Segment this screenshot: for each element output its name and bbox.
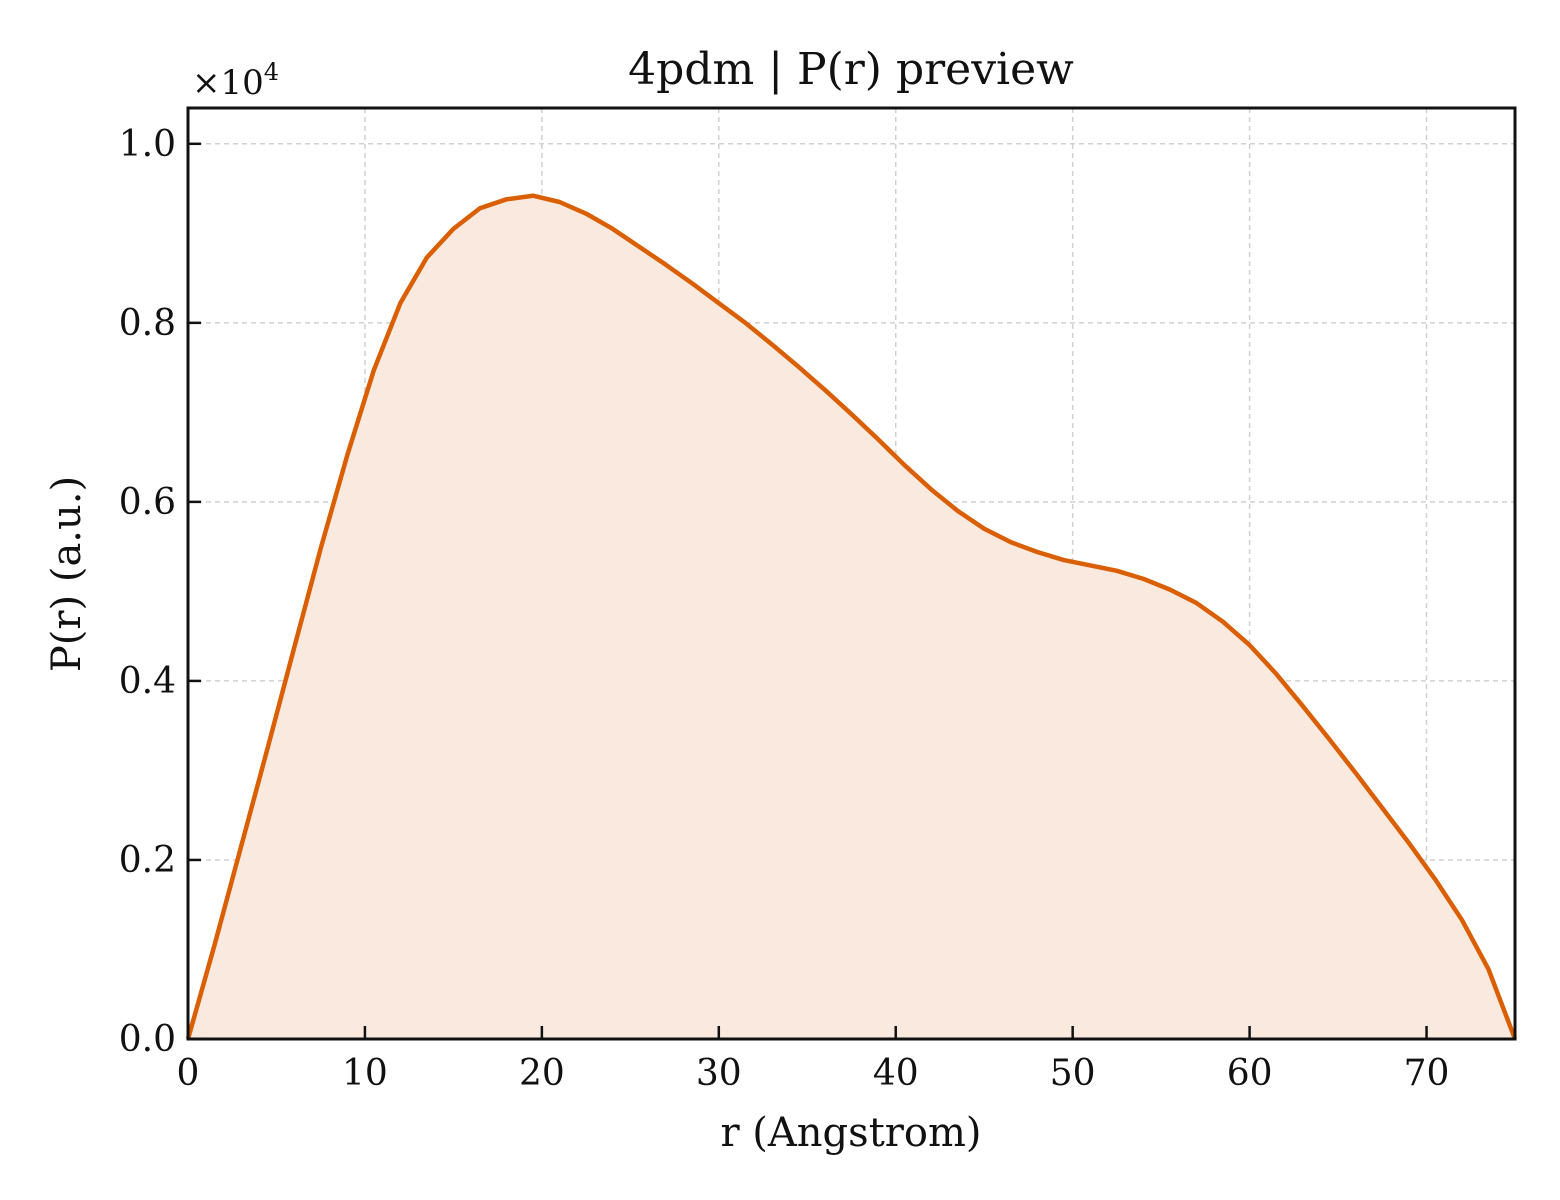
y-axis-label: P(r) (a.u.) <box>44 476 90 672</box>
x-axis-label: r (Angstrom) <box>720 1110 981 1156</box>
y-tick-label: 0.6 <box>119 482 176 523</box>
tick-layer: 0 10 20 30 40 50 60 70 0.0 0.2 0.4 0.6 0.8 1.0 <box>119 124 1450 1094</box>
x-tick-label: 30 <box>696 1053 742 1094</box>
y-tick-label: 0.4 <box>119 661 176 702</box>
x-tick-label: 0 <box>177 1053 200 1094</box>
chart-title: 4pdm | P(r) preview <box>628 44 1074 95</box>
y-tick-label: 0.0 <box>119 1019 176 1060</box>
x-tick-label: 10 <box>342 1053 388 1094</box>
y-tick-label: 0.8 <box>119 303 176 344</box>
x-tick-label: 60 <box>1227 1053 1273 1094</box>
y-axis-multiplier: ×104 <box>192 58 279 103</box>
area-fill <box>188 195 1515 1040</box>
multiplier-base: ×10 <box>192 63 264 103</box>
y-tick-label: 1.0 <box>119 124 176 165</box>
plot-frame <box>186 106 1517 1041</box>
series-line <box>185 193 1518 1040</box>
multiplier-exponent: 4 <box>264 58 279 86</box>
x-tick-label: 70 <box>1404 1053 1450 1094</box>
y-tick-label: 0.2 <box>119 840 176 881</box>
x-tick-label: 40 <box>873 1053 919 1094</box>
x-tick-label: 20 <box>519 1053 565 1094</box>
x-tick-label: 50 <box>1050 1053 1096 1094</box>
